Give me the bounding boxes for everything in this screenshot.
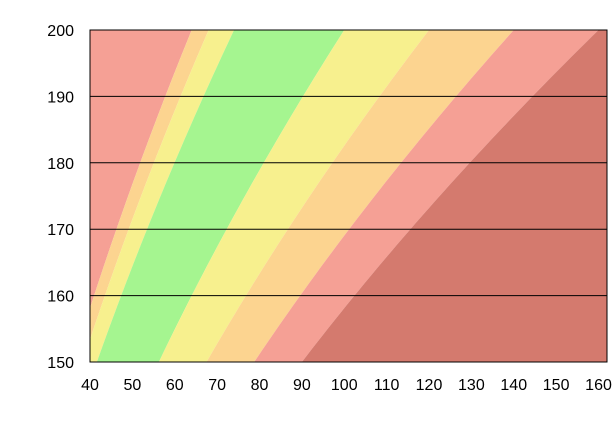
- x-tick-label-40: 40: [81, 377, 99, 394]
- band-3: [96, 30, 345, 362]
- band-5: [206, 30, 514, 362]
- band-0: [90, 30, 192, 309]
- y-tick-label-170: 170: [47, 222, 74, 239]
- x-tick-label-70: 70: [208, 377, 226, 394]
- y-tick-label-200: 200: [47, 23, 74, 40]
- chart-bands: [90, 30, 607, 362]
- plot-frame: [89, 29, 608, 363]
- band-7: [301, 30, 607, 362]
- band-4: [158, 30, 430, 362]
- x-tick-label-100: 100: [331, 377, 358, 394]
- band-2: [90, 30, 235, 362]
- x-tick-label-90: 90: [293, 377, 311, 394]
- band-6: [254, 30, 599, 362]
- y-tick-label-190: 190: [47, 89, 74, 106]
- x-tick-label-110: 110: [374, 377, 400, 394]
- chart-gridlines: [90, 95, 607, 297]
- y-tick-label-180: 180: [47, 156, 74, 173]
- y-tick-label-150: 150: [47, 355, 74, 372]
- x-tick-label-160: 160: [585, 377, 612, 394]
- x-tick-label-140: 140: [500, 377, 527, 394]
- x-tick-label-80: 80: [251, 377, 269, 394]
- x-tick-label-60: 60: [166, 377, 184, 394]
- x-axis-ticks: 40 50 60 70 80 90 100 110 120 130 140 150 160: [81, 377, 612, 394]
- y-tick-label-160: 160: [47, 289, 74, 306]
- x-tick-label-50: 50: [123, 377, 141, 394]
- y-axis-ticks: 150 160 170 180 190 200: [47, 23, 74, 372]
- x-tick-label-150: 150: [543, 377, 570, 394]
- x-tick-label-130: 130: [458, 377, 485, 394]
- x-tick-label-120: 120: [416, 377, 443, 394]
